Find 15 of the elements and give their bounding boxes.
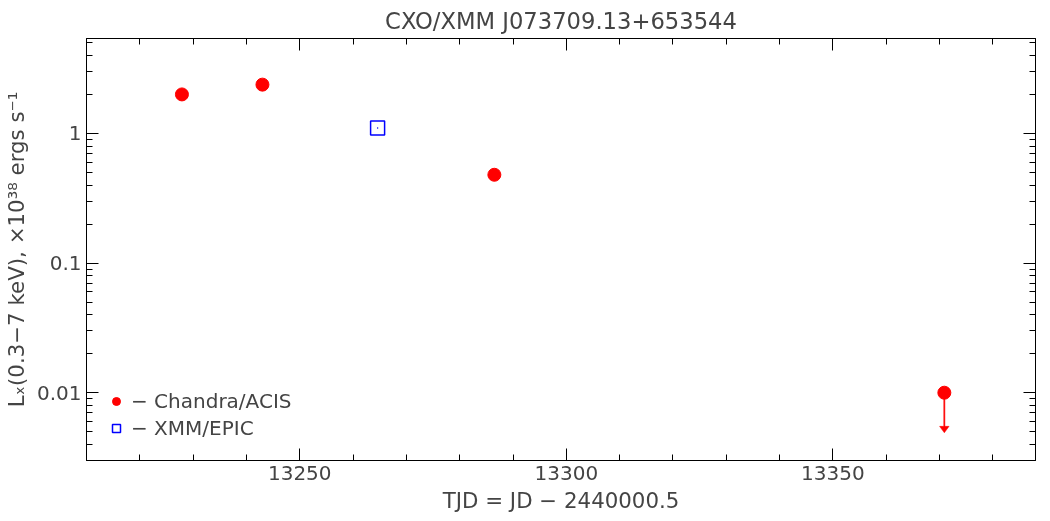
legend-label: − Chandra/ACIS bbox=[131, 389, 292, 413]
legend-label: − XMM/EPIC bbox=[131, 416, 254, 440]
point bbox=[487, 167, 502, 182]
x-axis-title: TJD = JD − 2440000.5 bbox=[441, 487, 680, 513]
point bbox=[174, 87, 189, 102]
y-tick-label: 0.01 bbox=[36, 380, 82, 405]
y-tick-label: 0.1 bbox=[49, 251, 82, 276]
chart-title: CXO/XMM J073709.13+653544 bbox=[385, 7, 737, 34]
point bbox=[255, 77, 270, 92]
point bbox=[369, 120, 386, 136]
y-tick-label: 1 bbox=[68, 121, 82, 146]
x-tick-label: 13350 bbox=[801, 460, 865, 485]
x-tick-label: 13250 bbox=[267, 460, 332, 485]
x-tick-label: 13300 bbox=[534, 460, 599, 485]
y-axis-title: Lₓ(0.3−7 keV), ×10³⁸ ergs s⁻¹ bbox=[3, 91, 29, 408]
